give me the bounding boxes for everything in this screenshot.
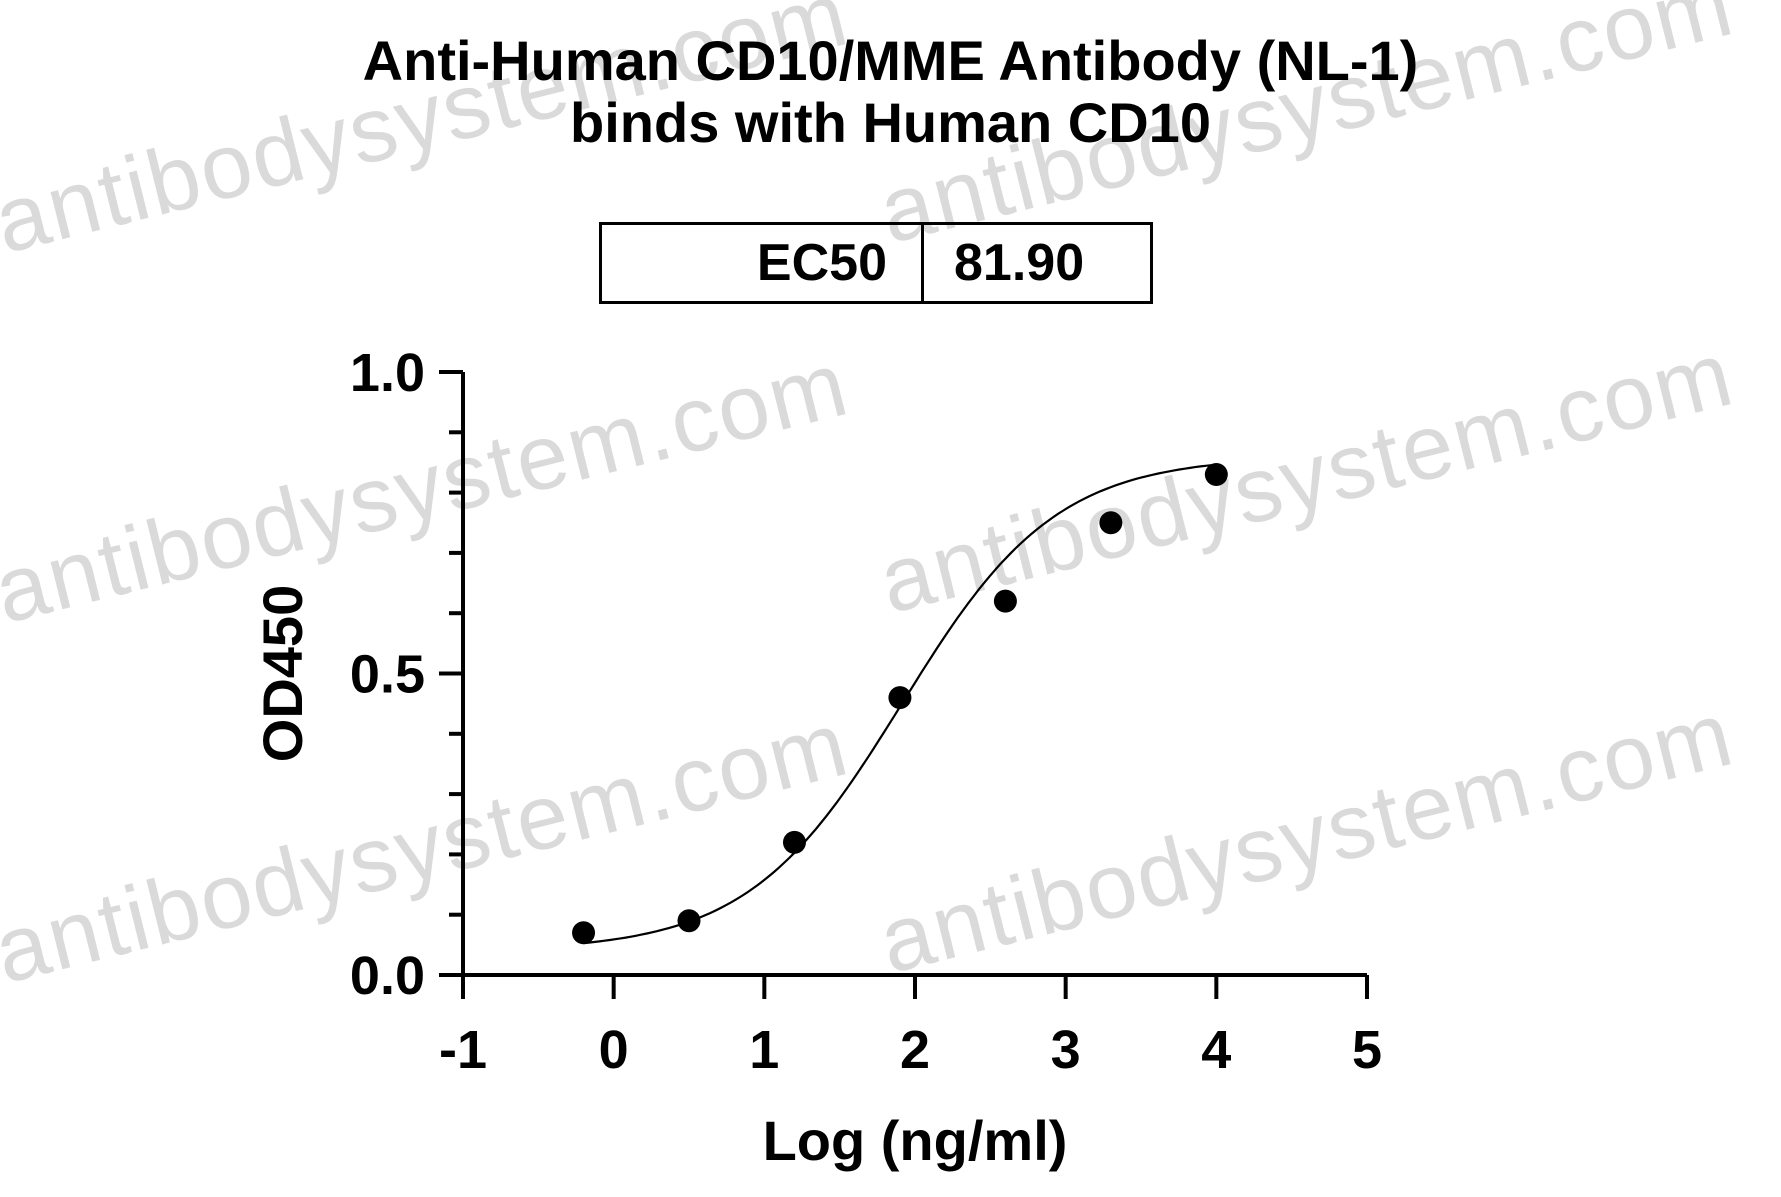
chart-title-line-2: binds with Human CD10 [570, 91, 1211, 154]
x-tick-label: 5 [1352, 1020, 1382, 1080]
data-point [1204, 463, 1228, 487]
ec50-value: 81.90 [954, 234, 1085, 292]
axes [439, 370, 1369, 999]
y-tick-label: 0.5 [350, 645, 425, 705]
chart-title-line-1: Anti-Human CD10/MME Antibody (NL-1) [362, 29, 1419, 92]
data-point [572, 921, 596, 945]
data-point [1099, 511, 1123, 535]
y-tick-label: 1.0 [350, 343, 425, 403]
data-point [993, 589, 1017, 613]
ec50-table: EC50 81.90 [599, 222, 1153, 304]
ec50-label: EC50 [602, 225, 924, 301]
y-axis-title: OD450 [251, 585, 314, 762]
x-tick-label: 2 [900, 1020, 930, 1080]
chart-title: Anti-Human CD10/MME Antibody (NL-1) bind… [0, 30, 1781, 154]
data-point [677, 909, 701, 933]
x-tick-label: 0 [599, 1020, 629, 1080]
y-tick-label: 0.0 [350, 946, 425, 1006]
x-axis-title: Log (ng/ml) [763, 1109, 1068, 1172]
x-tick-label: 1 [749, 1020, 779, 1080]
axis-labels-layer: 0.0 0.5 1.0 -1 0 1 2 3 4 5 Log (ng/ml) OD450 [251, 343, 1382, 1172]
data-point [782, 830, 806, 854]
data-point [888, 686, 912, 710]
x-tick-label: -1 [439, 1020, 487, 1080]
data-points-layer [572, 463, 1228, 945]
x-tick-label: 4 [1201, 1020, 1231, 1080]
x-tick-label: 3 [1051, 1020, 1081, 1080]
